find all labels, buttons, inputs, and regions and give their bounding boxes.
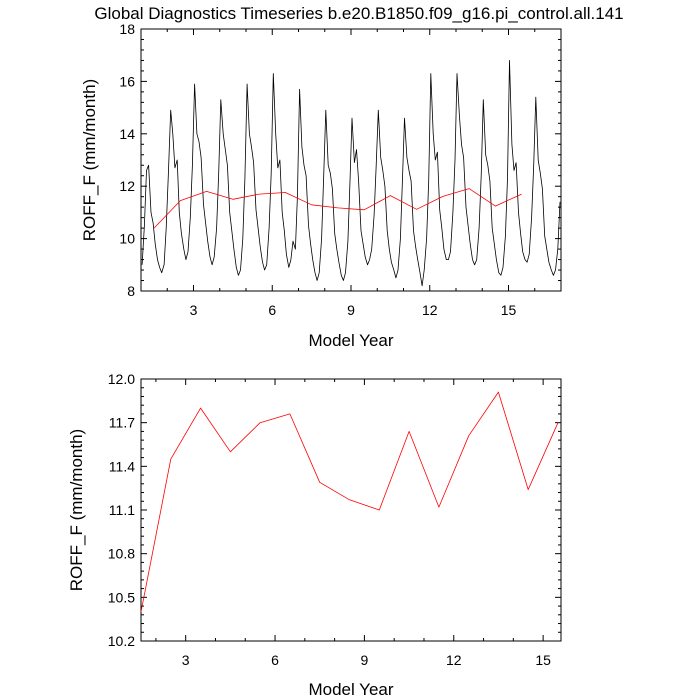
y-axis-ticks: 10.2 10.5 10.8 11.1 11.4 11.7 12.0: [108, 371, 561, 649]
series-group: [141, 60, 561, 287]
annual-mean-panel: 10.2 10.5 10.8 11.1 11.4 11.7 12.0 3 6 9 12 15 Mod…: [67, 371, 562, 699]
y-tick-label: 14: [119, 126, 135, 142]
x-tick-label: 9: [361, 652, 369, 668]
y-tick-label: 12: [119, 178, 135, 194]
monthly-series-line: [141, 60, 561, 287]
y-tick-label: 11.4: [109, 458, 135, 474]
y-tick-label: 10: [119, 231, 135, 247]
figure-title: Global Diagnostics Timeseries b.e20.B185…: [94, 4, 623, 23]
y-axis-label: ROFF_F (mm/month): [67, 429, 86, 591]
y-axis-ticks: 8 10 12 14 16 18: [119, 21, 561, 299]
x-tick-label: 12: [446, 652, 462, 668]
x-axis-ticks: 3 6 9 12 15: [140, 29, 562, 318]
x-tick-label: 3: [190, 302, 198, 318]
y-tick-label: 8: [127, 283, 135, 299]
y-tick-label: 11.7: [109, 415, 135, 431]
annual-mean-series-line: [140, 391, 559, 612]
y-tick-label: 10.5: [108, 589, 135, 605]
series-group: [140, 391, 559, 612]
x-tick-label: 15: [501, 302, 517, 318]
x-axis-label: Model Year: [308, 680, 393, 699]
y-axis-label: ROFF_F (mm/month): [80, 79, 99, 241]
y-tick-label: 12.0: [108, 371, 135, 387]
y-tick-label: 10.8: [108, 546, 135, 562]
x-axis-label: Model Year: [308, 331, 393, 350]
y-tick-label: 16: [119, 73, 135, 89]
timeseries-panel: 8 10 12 14 16 18 3 6 9 12 15 Model Year ROFF_F (m…: [80, 21, 562, 350]
x-axis-ticks: 3 6 9 12 15: [155, 379, 551, 668]
annual-mean-series-line: [153, 188, 522, 229]
y-tick-label: 18: [119, 21, 135, 37]
plot-frame: [140, 378, 562, 642]
x-tick-label: 3: [182, 652, 190, 668]
y-tick-label: 10.2: [108, 633, 135, 649]
x-tick-label: 6: [271, 652, 279, 668]
x-tick-label: 15: [535, 652, 551, 668]
x-tick-label: 12: [422, 302, 438, 318]
x-tick-label: 6: [268, 302, 276, 318]
x-tick-label: 9: [347, 302, 355, 318]
y-tick-label: 11.1: [109, 502, 135, 518]
